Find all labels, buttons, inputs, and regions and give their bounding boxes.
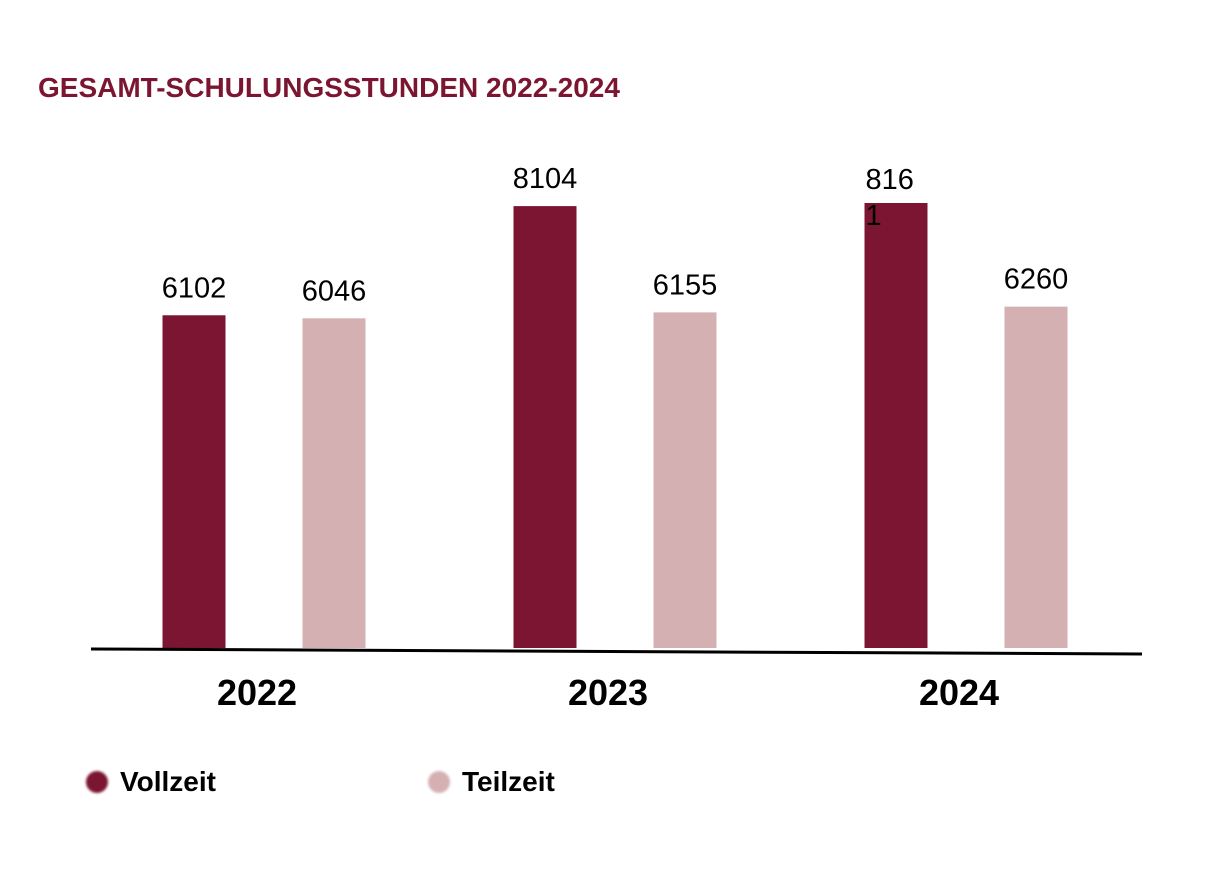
bar-vollzeit-2022 bbox=[162, 315, 226, 648]
bar-teilzeit-2024 bbox=[1004, 306, 1068, 648]
bar-teilzeit-2022 bbox=[302, 318, 366, 648]
x-tick-label-2024: 2024 bbox=[919, 672, 999, 713]
legend-item-teilzeit: Teilzeit bbox=[428, 764, 555, 800]
data-label-teilzeit-2024: 6260 bbox=[1004, 264, 1069, 296]
data-label-vollzeit-2024: 816 1 bbox=[866, 164, 914, 232]
data-label-vollzeit-2023: 8104 bbox=[513, 163, 578, 195]
data-label-teilzeit-2022: 6046 bbox=[302, 275, 367, 307]
legend-item-vollzeit: Vollzeit bbox=[86, 764, 216, 800]
bar-teilzeit-2023 bbox=[653, 312, 717, 648]
legend-swatch-teilzeit bbox=[428, 771, 450, 793]
data-label-vollzeit-2022: 6102 bbox=[162, 272, 227, 304]
chart-title: GESAMT-SCHULUNGSSTUNDEN 2022-2024 bbox=[38, 72, 620, 103]
bar-vollzeit-2023 bbox=[513, 206, 577, 648]
legend-swatch-vollzeit bbox=[86, 771, 108, 793]
legend: Vollzeit Teilzeit bbox=[0, 764, 1227, 804]
legend-label-teilzeit: Teilzeit bbox=[462, 766, 555, 797]
x-tick-label-2022: 2022 bbox=[217, 672, 297, 713]
bar-vollzeit-2024 bbox=[864, 203, 928, 648]
x-axis-line bbox=[90, 647, 1143, 656]
data-label-teilzeit-2023: 6155 bbox=[653, 269, 718, 301]
legend-label-vollzeit: Vollzeit bbox=[120, 766, 216, 797]
x-tick-label-2023: 2023 bbox=[568, 672, 648, 713]
